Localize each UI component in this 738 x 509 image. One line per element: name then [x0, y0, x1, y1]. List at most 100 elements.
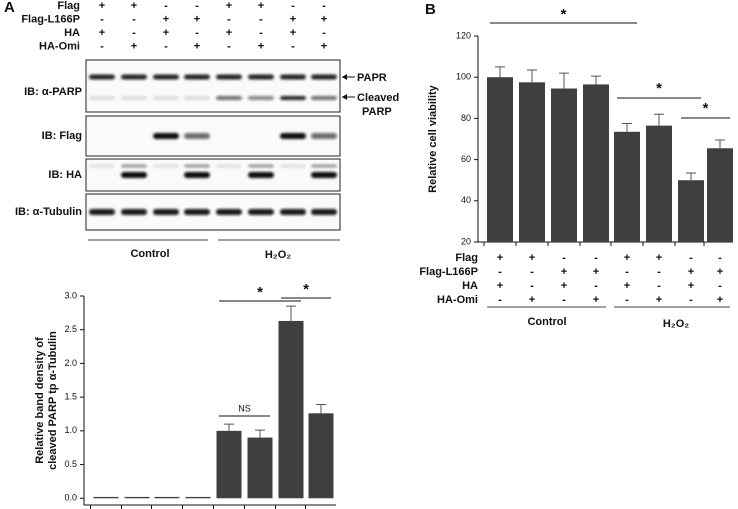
band — [216, 164, 242, 168]
group-label: H₂O₂ — [663, 318, 689, 330]
arrow-head — [342, 74, 347, 80]
condition-sign: + — [497, 280, 503, 292]
condition-sign: - — [291, 40, 295, 52]
bar — [707, 148, 733, 242]
condition-sign: - — [195, 0, 199, 12]
band — [311, 74, 337, 80]
condition-sign: - — [562, 252, 566, 264]
condition-sign: - — [132, 13, 136, 25]
condition-sign: + — [717, 266, 723, 278]
condition-sign: - — [259, 27, 263, 39]
band — [248, 172, 274, 178]
band-label: PARP — [362, 106, 392, 118]
y-axis-label: Relative band density of — [34, 337, 46, 464]
condition-sign: - — [625, 266, 629, 278]
bar — [646, 125, 672, 242]
y-tick-label: 0.5 — [64, 459, 77, 469]
bar — [614, 131, 640, 242]
band — [153, 74, 179, 80]
band — [121, 96, 147, 100]
group-label: Control — [527, 316, 566, 328]
error-bar — [316, 404, 326, 414]
error-bar — [686, 172, 696, 181]
y-tick-label: 0.0 — [64, 493, 77, 503]
band — [216, 74, 242, 80]
condition-sign: + — [163, 27, 169, 39]
y-tick-label: 1.0 — [64, 425, 77, 435]
band — [89, 74, 115, 80]
band — [184, 172, 210, 178]
band — [121, 209, 147, 215]
band — [89, 164, 115, 168]
band-label: Cleaved — [357, 92, 399, 104]
condition-sign: + — [497, 252, 503, 264]
probe-label: IB: α-PARP — [24, 86, 82, 98]
condition-sign: - — [164, 40, 168, 52]
condition-sign: - — [259, 13, 263, 25]
condition-sign: - — [689, 294, 693, 306]
band — [311, 172, 337, 178]
condition-sign: - — [657, 266, 661, 278]
condition-sign: - — [530, 280, 534, 292]
condition-label: Flag — [455, 252, 478, 264]
condition-sign: - — [100, 13, 104, 25]
band — [89, 209, 115, 215]
bar — [551, 88, 577, 242]
condition-sign: - — [594, 252, 598, 264]
band — [311, 164, 337, 168]
probe-label: IB: Flag — [42, 130, 82, 142]
condition-sign: - — [718, 280, 722, 292]
band — [311, 133, 337, 139]
band — [280, 96, 306, 100]
condition-sign: - — [322, 0, 326, 12]
band — [248, 96, 274, 100]
bar — [124, 496, 150, 499]
condition-sign: + — [593, 294, 599, 306]
condition-sign: + — [194, 13, 200, 25]
band — [280, 133, 306, 139]
y-tick-label: 2.0 — [64, 358, 77, 368]
condition-sign: + — [593, 266, 599, 278]
group-label: H₂O₂ — [265, 249, 291, 261]
y-tick-label: 3.0 — [64, 290, 77, 300]
probe-label: IB: HA — [48, 169, 82, 181]
y-tick-label: 100 — [456, 72, 471, 82]
band — [216, 209, 242, 215]
condition-sign: - — [227, 13, 231, 25]
band — [311, 209, 337, 215]
band — [153, 133, 179, 139]
band — [184, 209, 210, 215]
condition-sign: + — [688, 280, 694, 292]
y-tick-label: 20 — [461, 236, 471, 246]
condition-label: HA — [64, 27, 80, 39]
condition-sign: + — [717, 294, 723, 306]
condition-sign: + — [226, 0, 232, 12]
condition-sign: + — [688, 266, 694, 278]
bar — [216, 430, 242, 499]
error-bar — [527, 69, 537, 83]
condition-sign: - — [100, 40, 104, 52]
condition-sign: + — [624, 252, 630, 264]
condition-sign: - — [562, 294, 566, 306]
blot-frame — [85, 59, 341, 113]
y-tick-label: 120 — [456, 30, 471, 40]
condition-sign: + — [321, 40, 327, 52]
panel-label: A — [4, 0, 15, 16]
y-tick-label: 80 — [461, 113, 471, 123]
condition-sign: - — [718, 252, 722, 264]
bar — [154, 496, 180, 499]
band — [153, 96, 179, 100]
bar — [308, 413, 334, 499]
condition-sign: - — [132, 27, 136, 39]
bar — [247, 437, 273, 499]
y-axis-label: cleaved PARP tp α-Tubulin — [47, 331, 59, 470]
error-bar — [591, 75, 601, 85]
bar — [678, 180, 704, 242]
condition-sign: + — [99, 27, 105, 39]
bar — [93, 496, 119, 499]
y-tick-label: 60 — [461, 154, 471, 164]
condition-sign: - — [498, 294, 502, 306]
condition-sign: + — [656, 252, 662, 264]
band — [184, 96, 210, 100]
significance-label: * — [257, 284, 263, 301]
